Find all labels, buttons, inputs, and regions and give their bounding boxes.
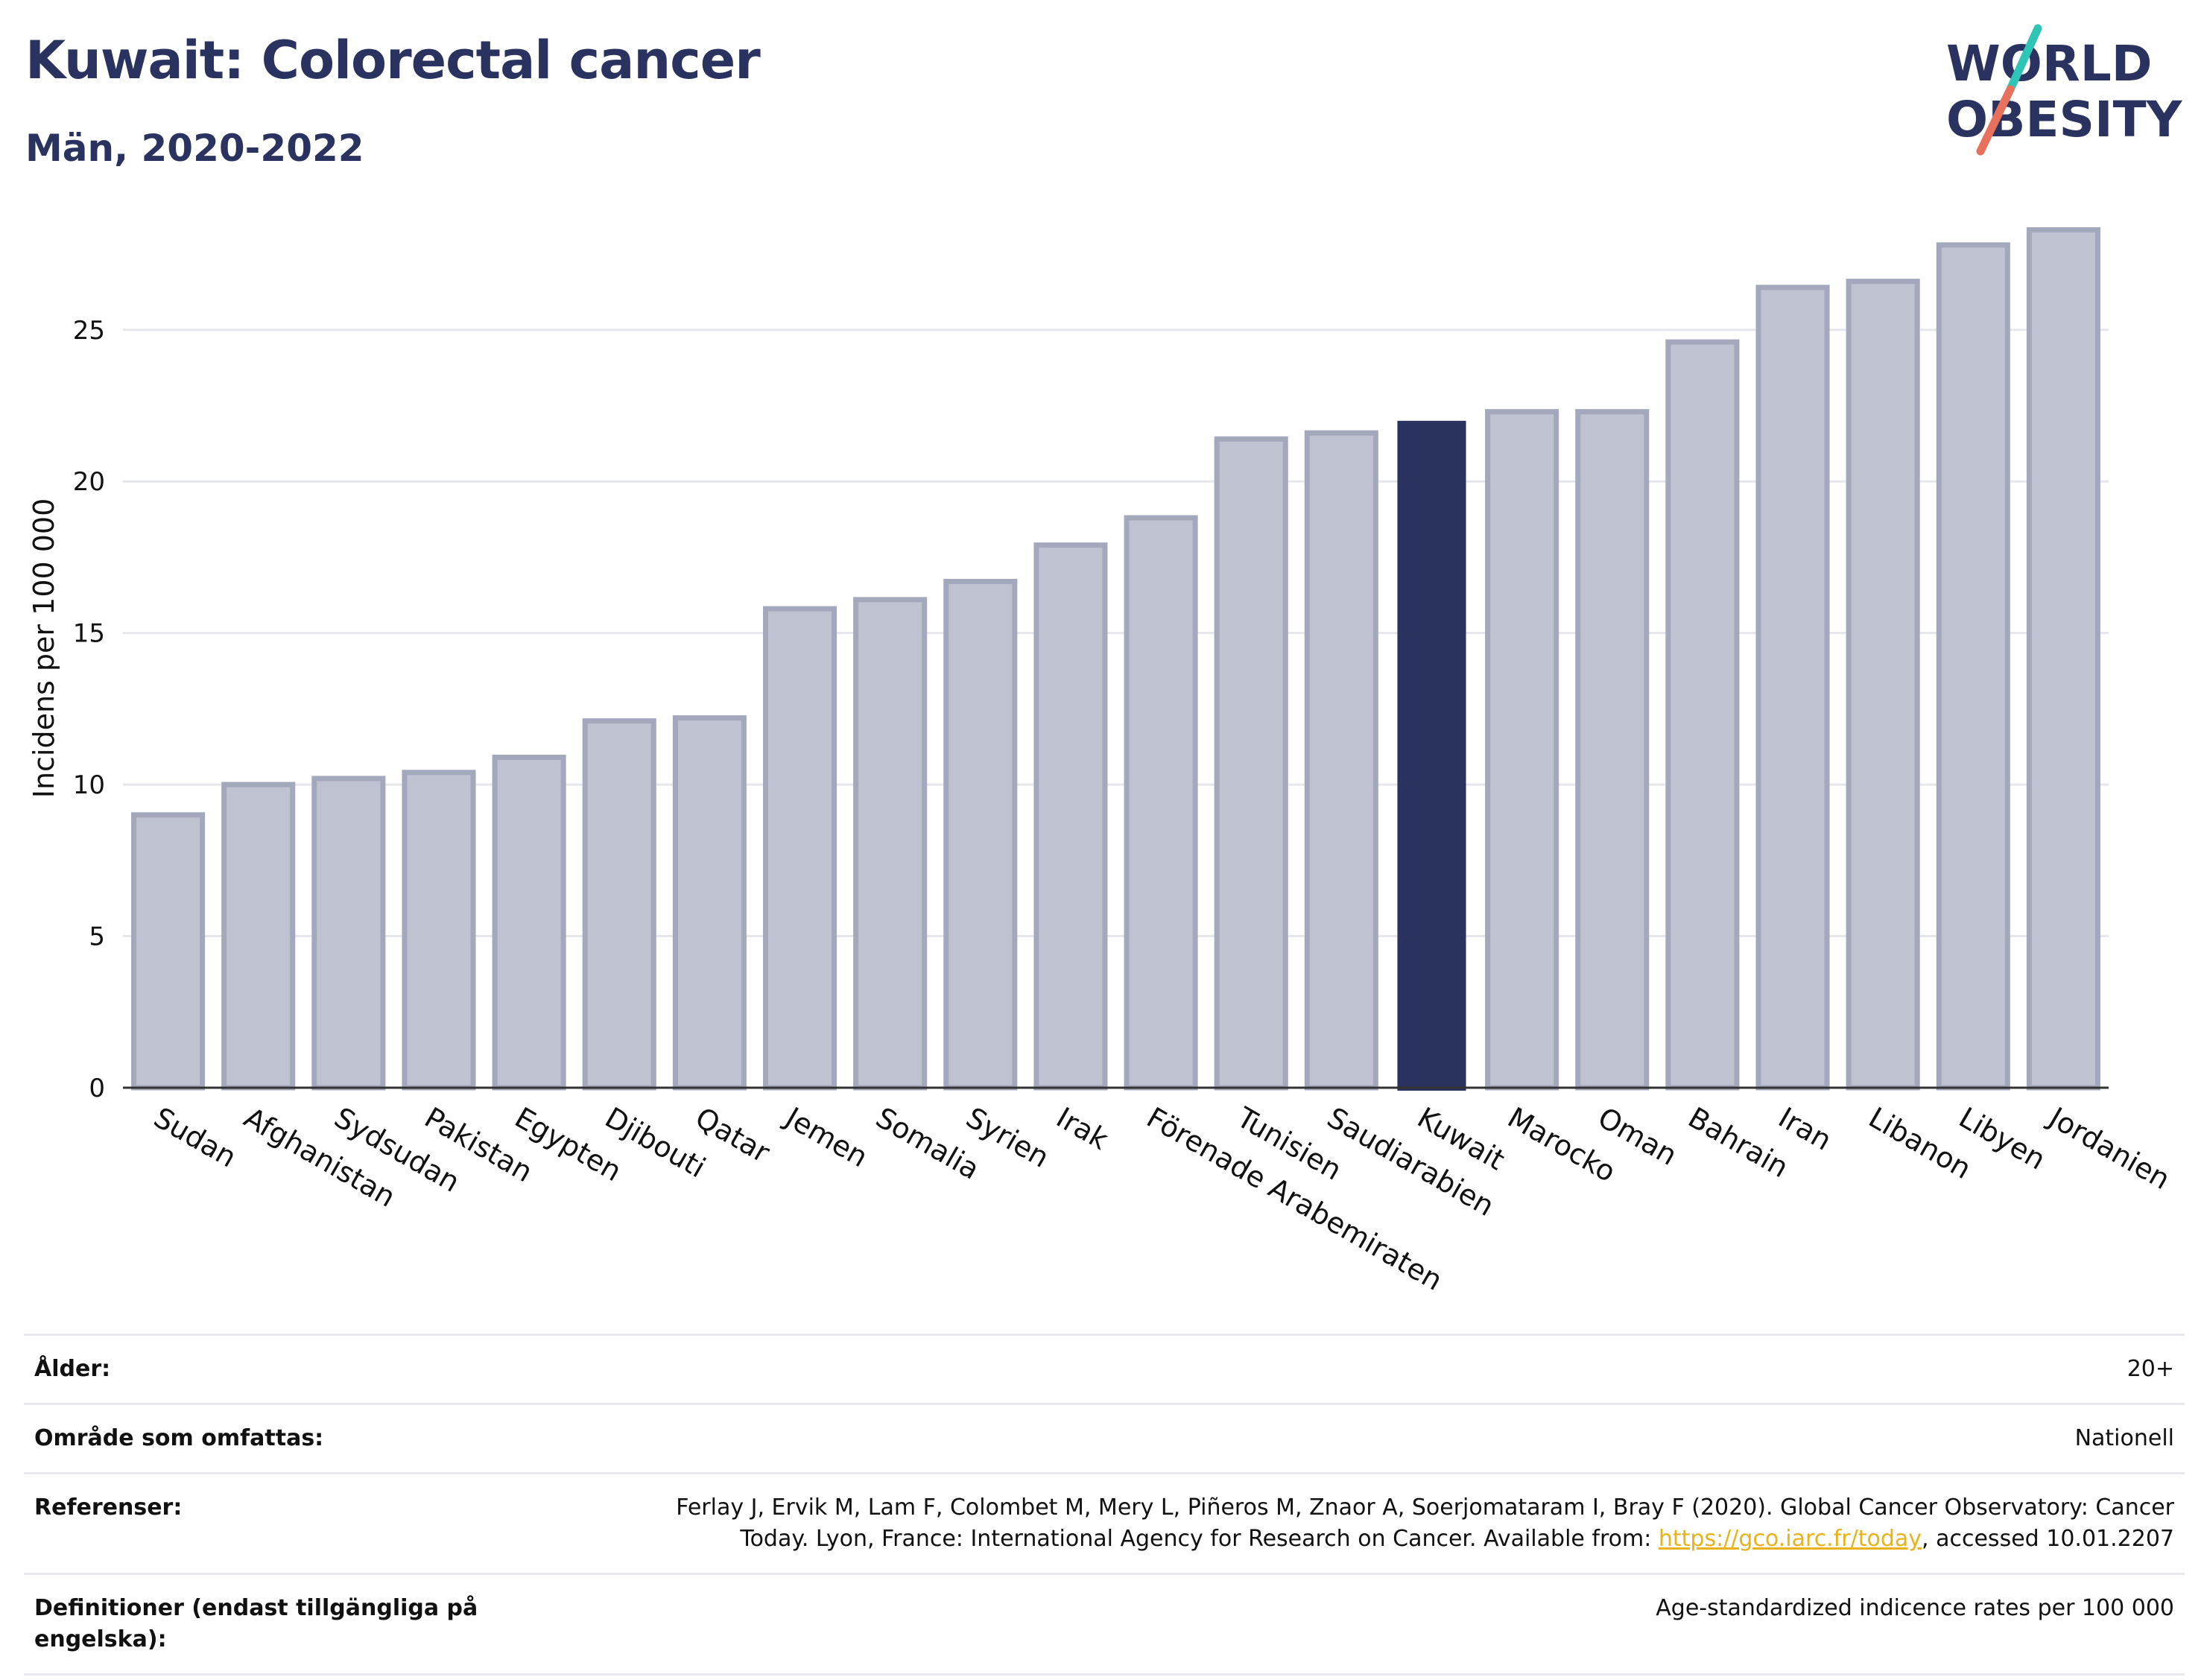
- logo-slash-coral: [1976, 85, 2015, 156]
- references-line2-pre: Today. Lyon, France: International Agenc…: [740, 1526, 1659, 1552]
- y-tick-label: 10: [73, 770, 105, 800]
- bar: [131, 812, 206, 1091]
- x-tick-label: Irak: [1051, 1101, 1113, 1156]
- y-tick-label: 25: [73, 316, 105, 346]
- bar: [1575, 409, 1650, 1091]
- definitions-value: Age-standardized indicence rates per 100…: [522, 1573, 2185, 1676]
- x-tick-label: Bahrain: [1682, 1101, 1793, 1185]
- bar: [1124, 515, 1198, 1091]
- x-tick-label: Somalia: [870, 1101, 985, 1186]
- y-tick-label: 20: [73, 467, 105, 497]
- x-tick-label: Jemen: [779, 1100, 873, 1174]
- bar: [1665, 339, 1740, 1091]
- bar: [2026, 226, 2100, 1091]
- bar: [672, 715, 747, 1091]
- x-tick-label: Libanon: [1863, 1101, 1977, 1185]
- logo-slash-teal: [2006, 24, 2042, 94]
- bar: [762, 606, 837, 1091]
- age-label: Ålder:: [24, 1334, 522, 1404]
- bar: [311, 776, 386, 1091]
- bar: [853, 597, 928, 1091]
- chart-title: Kuwait: Colorectal cancer: [25, 30, 761, 91]
- references-line2-post: , accessed 10.01.2207: [1922, 1526, 2174, 1552]
- info-row-area: Område som omfattas: Nationell: [24, 1403, 2185, 1474]
- bar: [1033, 542, 1108, 1091]
- x-tick-label: Afghanistan: [238, 1101, 401, 1214]
- age-value: 20+: [522, 1334, 2185, 1404]
- bar-highlight: [1397, 420, 1466, 1091]
- y-tick-label: 0: [89, 1074, 105, 1103]
- bar: [1485, 409, 1559, 1091]
- bar: [1755, 285, 1830, 1091]
- chart-subtitle: Män, 2020-2022: [25, 127, 364, 170]
- info-table: Ålder: 20+ Område som omfattas: Nationel…: [24, 1334, 2185, 1676]
- references-value: Ferlay J, Ervik M, Lam F, Colombet M, Me…: [522, 1472, 2185, 1574]
- bar: [1936, 242, 2010, 1091]
- bar: [582, 718, 656, 1091]
- info-row-age: Ålder: 20+: [24, 1334, 2185, 1404]
- bar: [1846, 279, 1920, 1091]
- logo-text-world: WORLD: [1946, 35, 2153, 92]
- area-value: Nationell: [522, 1403, 2185, 1474]
- bar: [221, 782, 296, 1091]
- bar: [943, 578, 1018, 1091]
- info-row-references: Referenser: Ferlay J, Ervik M, Lam F, Co…: [24, 1472, 2185, 1574]
- bar-chart: 0 5 10 15 20 25 Incidens per 100 000 SudanAfgha…: [28, 226, 2176, 1297]
- world-obesity-logo: WORLD OBESITY: [1946, 24, 2183, 156]
- bar: [1304, 430, 1378, 1091]
- references-line1: Ferlay J, Ervik M, Lam F, Colombet M, Me…: [676, 1494, 2174, 1521]
- y-tick-label: 5: [89, 922, 105, 952]
- x-tick-label: Sudan: [148, 1101, 242, 1174]
- y-tick-label: 15: [73, 619, 105, 649]
- references-label: Referenser:: [24, 1472, 522, 1574]
- bar: [1214, 436, 1288, 1091]
- info-row-definitions: Definitioner (endast tillgängliga på eng…: [24, 1573, 2185, 1676]
- x-tick-label: Jordanien: [2042, 1100, 2176, 1196]
- y-axis-title: Incidens per 100 000: [28, 498, 60, 799]
- gco-link[interactable]: https://gco.iarc.fr/today: [1658, 1526, 1922, 1552]
- definitions-label: Definitioner (endast tillgängliga på eng…: [24, 1573, 522, 1676]
- bar: [402, 770, 476, 1091]
- area-label: Område som omfattas:: [24, 1403, 522, 1474]
- bar: [492, 754, 566, 1091]
